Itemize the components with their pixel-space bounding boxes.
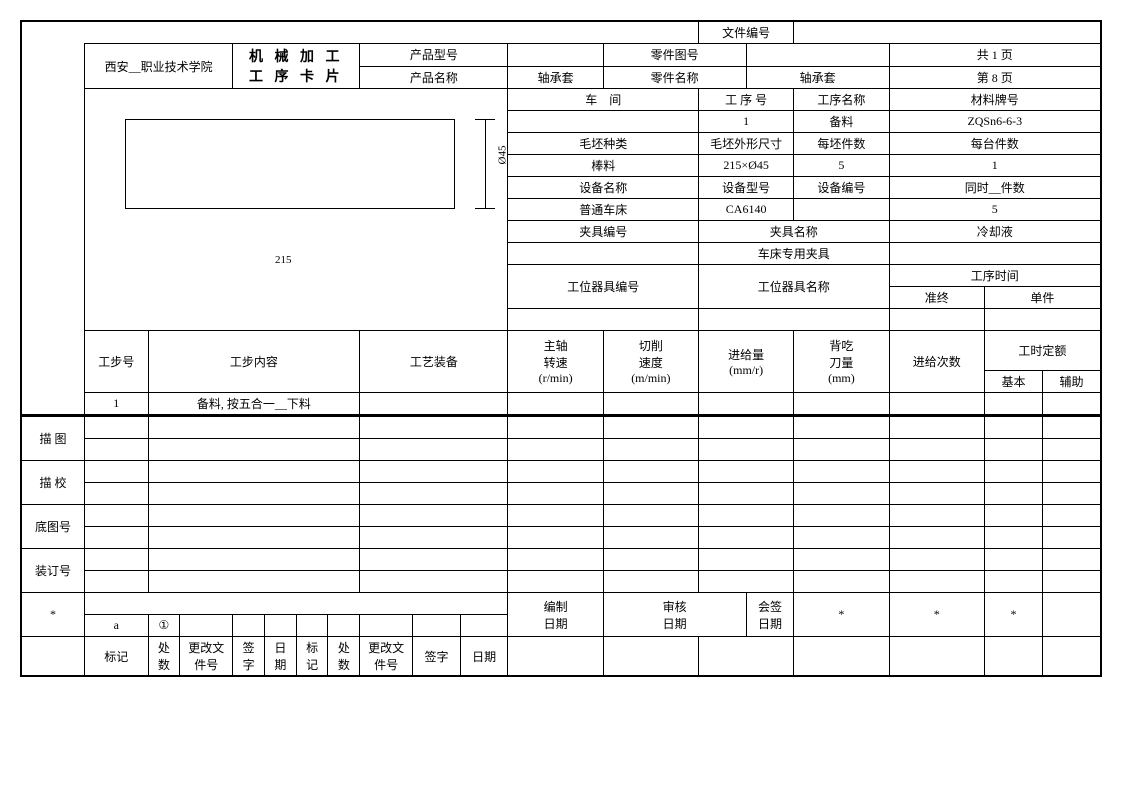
process-name: 备料	[794, 111, 889, 133]
hdr-time-quota: 工时定额	[984, 331, 1101, 371]
prep-label: 准终	[889, 287, 984, 309]
per-blank: 5	[794, 155, 889, 177]
f-mark: 标记	[85, 637, 149, 677]
v-dim: Ø45	[496, 146, 508, 165]
station-name-label: 工位器具名称	[699, 265, 890, 309]
simul-label: 同时__件数	[889, 177, 1101, 199]
station-num-label: 工位器具编号	[508, 265, 699, 309]
fixture-name-label: 夹具名称	[699, 221, 890, 243]
side-base: 底图号	[21, 505, 85, 549]
hdr-step-num: 工步号	[85, 331, 149, 393]
hdr-spindle: 主轴转速(r/min)	[508, 331, 603, 393]
f-date: 日期	[264, 637, 296, 677]
equip-num	[794, 199, 889, 221]
step1-num: 1	[85, 393, 149, 416]
coolant-label: 冷却液	[889, 221, 1101, 243]
workshop	[508, 111, 699, 133]
f-qty: 处数	[148, 637, 180, 677]
compile: 编制日期	[508, 593, 603, 637]
page-num: 第 8 页	[889, 66, 1101, 89]
blank-type: 棒料	[508, 155, 699, 177]
equip-name: 普通车床	[508, 199, 699, 221]
coolant	[889, 243, 1101, 265]
diagram-area: Ø45 215	[85, 89, 508, 331]
hdr-aux: 辅助	[1043, 371, 1101, 393]
product-name: 轴承套	[508, 66, 603, 89]
equip-num-label: 设备编号	[794, 177, 889, 199]
simul: 5	[889, 199, 1101, 221]
school: 西安__职业技术学院	[85, 44, 233, 89]
station-name	[699, 309, 890, 331]
hdr-feed-count: 进给次数	[889, 331, 984, 393]
workshop-label: 车 间	[508, 89, 699, 111]
single-label: 单件	[984, 287, 1101, 309]
product-name-label: 产品名称	[360, 66, 508, 89]
f-chg2: 更改文件号	[360, 637, 413, 677]
product-model-label: 产品型号	[360, 44, 508, 67]
hdr-feed: 进给量(mm/r)	[699, 331, 794, 393]
f-sign2: 签字	[413, 637, 461, 677]
fixture-name: 车床专用夹具	[699, 243, 890, 265]
material: ZQSn6-6-3	[889, 111, 1101, 133]
side-star: *	[21, 593, 85, 637]
part-drawing	[746, 44, 889, 67]
material-label: 材料牌号	[889, 89, 1101, 111]
doc-num-label: 文件编号	[699, 21, 794, 44]
product-model	[508, 44, 603, 67]
side-draw: 描 图	[21, 417, 85, 461]
hdr-basic: 基本	[984, 371, 1042, 393]
blank-type-label: 毛坯种类	[508, 133, 699, 155]
footer-a: a	[85, 615, 149, 637]
hdr-cut-speed: 切削速度(m/min)	[603, 331, 698, 393]
side-check: 描 校	[21, 461, 85, 505]
fixture-num	[508, 243, 699, 265]
process-name-label: 工序名称	[794, 89, 889, 111]
equip-model-label: 设备型号	[699, 177, 794, 199]
blank-dim: 215×Ø45	[699, 155, 794, 177]
f-star1: *	[794, 593, 889, 637]
part-name-label: 零件名称	[603, 66, 746, 89]
f-star3: *	[984, 593, 1042, 637]
process-card: 文件编号 西安__职业技术学院 机 械 加 工 工 序 卡 片 产品型号 零件图…	[20, 20, 1102, 416]
f-mark2: 标记	[296, 637, 328, 677]
part-name: 轴承套	[746, 66, 889, 89]
f-qty2: 处数	[328, 637, 360, 677]
equip-model: CA6140	[699, 199, 794, 221]
single-val	[984, 309, 1101, 331]
per-unit-label: 每台件数	[889, 133, 1101, 155]
part-drawing-label: 零件图号	[603, 44, 746, 67]
f-date2: 日期	[460, 637, 508, 677]
process-time-label: 工序时间	[889, 265, 1101, 287]
equip-name-label: 设备名称	[508, 177, 699, 199]
doc-num-value	[794, 21, 1101, 44]
lower-grid: 描 图 描 校 底图号 装订号 * 编制日期 审核日期 会签日期 * * * a…	[20, 416, 1102, 677]
cosign: 会签日期	[746, 593, 794, 637]
process-num-label: 工 序 号	[699, 89, 794, 111]
fixture-num-label: 夹具编号	[508, 221, 699, 243]
hdr-step-content: 工步内容	[148, 331, 360, 393]
review: 审核日期	[603, 593, 746, 637]
title-l2: 工 序 卡 片	[237, 66, 355, 86]
per-unit: 1	[889, 155, 1101, 177]
f-sign: 签字	[233, 637, 265, 677]
f-star2: *	[889, 593, 984, 637]
station-num	[508, 309, 699, 331]
f-chg: 更改文件号	[180, 637, 233, 677]
total-pages: 共 1 页	[889, 44, 1101, 67]
footer-circ: ①	[148, 615, 180, 637]
per-blank-label: 每坯件数	[794, 133, 889, 155]
h-dim: 215	[275, 254, 292, 266]
title-l1: 机 械 加 工	[237, 46, 355, 66]
side-bind: 装订号	[21, 549, 85, 593]
step1-content: 备料, 按五合一__下料	[148, 393, 360, 416]
card-title: 机 械 加 工 工 序 卡 片	[233, 44, 360, 89]
process-num: 1	[699, 111, 794, 133]
blank-dim-label: 毛坯外形尺寸	[699, 133, 794, 155]
hdr-tooling: 工艺装备	[360, 331, 508, 393]
hdr-depth: 背吃刀量(mm)	[794, 331, 889, 393]
prep-val	[889, 309, 984, 331]
